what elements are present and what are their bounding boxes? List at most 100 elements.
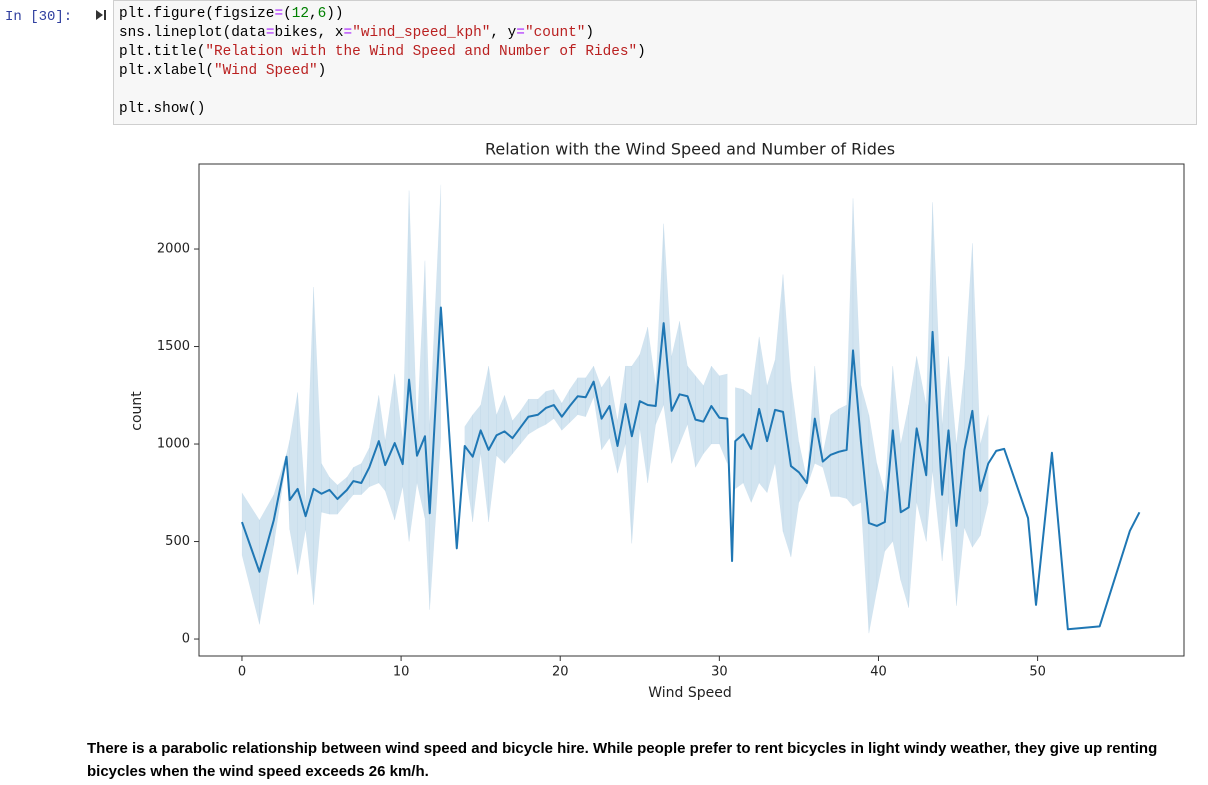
confidence-band [663, 223, 672, 464]
confidence-band [687, 365, 696, 468]
confidence-band [378, 395, 386, 492]
code-token: "Wind Speed" [214, 63, 318, 79]
code-token: , [309, 6, 318, 22]
run-button[interactable] [94, 8, 108, 22]
confidence-band [472, 404, 481, 523]
code-token: = [343, 25, 353, 41]
confidence-band [394, 373, 403, 521]
confidence-band [625, 365, 633, 544]
confidence-band [972, 243, 981, 549]
x-tick-label: 0 [238, 665, 246, 680]
code-token: , y [490, 25, 517, 41]
x-tick-label: 10 [393, 665, 410, 680]
confidence-band [289, 392, 298, 575]
code-line: plt.show() [119, 100, 205, 119]
code-token: plt.xlabel( [119, 63, 214, 79]
confidence-band [758, 336, 768, 494]
confidence-band [384, 373, 395, 521]
confidence-band [241, 491, 260, 625]
y-tick-label: 1000 [157, 437, 190, 452]
confidence-band [703, 365, 712, 455]
confidence-band [424, 260, 430, 610]
x-tick-label: 50 [1029, 665, 1046, 680]
code-token: ( [283, 6, 292, 22]
confidence-band [504, 395, 513, 465]
chart: Relation with the Wind Speed and Number … [129, 140, 1185, 701]
confidence-band [402, 190, 410, 542]
confidence-band [932, 202, 943, 562]
confidence-band [353, 463, 362, 495]
code-line: sns.lineplot(data=bikes, x="wind_speed_k… [119, 24, 594, 43]
code-token: ) [585, 25, 595, 41]
confidence-band [798, 442, 808, 503]
confidence-band [908, 356, 917, 608]
confidence-band [900, 404, 909, 608]
confidence-band [711, 365, 720, 445]
confidence-band [750, 336, 760, 503]
x-tick-label: 30 [711, 665, 728, 680]
confidence-band [464, 413, 473, 523]
y-tick-label: 2000 [157, 242, 190, 257]
code-token: "wind_speed_kph" [352, 25, 491, 41]
confidence-band [313, 287, 322, 605]
confidence-band [876, 463, 886, 591]
code-token: )) [326, 6, 344, 22]
confidence-band [860, 385, 870, 634]
x-axis-label: Wind Speed [648, 685, 732, 701]
code-token: ) [637, 44, 646, 60]
code-line: plt.figure(figsize=(12,6)) [119, 5, 344, 24]
code-token: "count" [524, 25, 586, 41]
confidence-band [679, 321, 688, 445]
code-cell[interactable]: plt.figure(figsize=(12,6)) sns.lineplot(d… [113, 0, 1197, 125]
confidence-band [822, 414, 831, 497]
code-token: plt.title( [119, 44, 206, 60]
confidence-band [369, 395, 380, 488]
confidence-band [305, 287, 314, 605]
confidence-band [742, 388, 752, 503]
code-token: ) [317, 63, 327, 79]
confidence-band [361, 447, 370, 496]
confidence-band [537, 390, 547, 429]
confidence-band [782, 274, 792, 558]
confidence-band [496, 395, 505, 465]
code-token: = [516, 25, 525, 41]
code-line: plt.title("Relation with the Wind Speed … [119, 43, 646, 62]
confidence-band [259, 493, 275, 625]
confidence-band [884, 366, 894, 552]
code-token: 6 [317, 6, 327, 22]
plot-frame [198, 163, 1185, 657]
code-token: sns.lineplot(data [119, 25, 266, 41]
confidence-band [416, 260, 426, 519]
cell-prompt: In [30]: [5, 9, 73, 25]
confidence-band [671, 321, 680, 464]
code-token: bikes, x [274, 25, 344, 41]
y-tick-label: 0 [182, 632, 190, 647]
code-token: plt.show() [119, 101, 206, 117]
confidence-band [655, 223, 664, 425]
x-tick-label: 20 [552, 665, 569, 680]
line [241, 306, 1141, 631]
code-token: = [274, 6, 284, 22]
y-tick-label: 1500 [157, 339, 190, 354]
confidence-band [774, 274, 784, 532]
confidence-band [814, 366, 824, 468]
confidence-band [964, 243, 973, 548]
code-token: = [265, 25, 275, 41]
confidence-band [593, 365, 602, 450]
confidence-band [408, 190, 418, 542]
confidence-band [852, 198, 862, 507]
y-axis-label: count [129, 391, 145, 431]
confidence-band [480, 365, 489, 523]
confidence-band [806, 366, 816, 488]
chart-title: Relation with the Wind Speed and Number … [485, 140, 895, 159]
code-token: 12 [291, 6, 310, 22]
code-line: plt.xlabel("Wind Speed") [119, 62, 326, 81]
y-tick-label: 500 [165, 534, 190, 549]
code-token: plt.figure(figsize [119, 6, 275, 22]
code-token: "Relation with the Wind Speed and Number… [205, 44, 638, 60]
confidence-band [631, 353, 641, 544]
x-tick-label: 40 [870, 665, 887, 680]
confidence-band [297, 392, 306, 575]
markdown-note: There is a parabolic relationship betwee… [87, 740, 1158, 780]
